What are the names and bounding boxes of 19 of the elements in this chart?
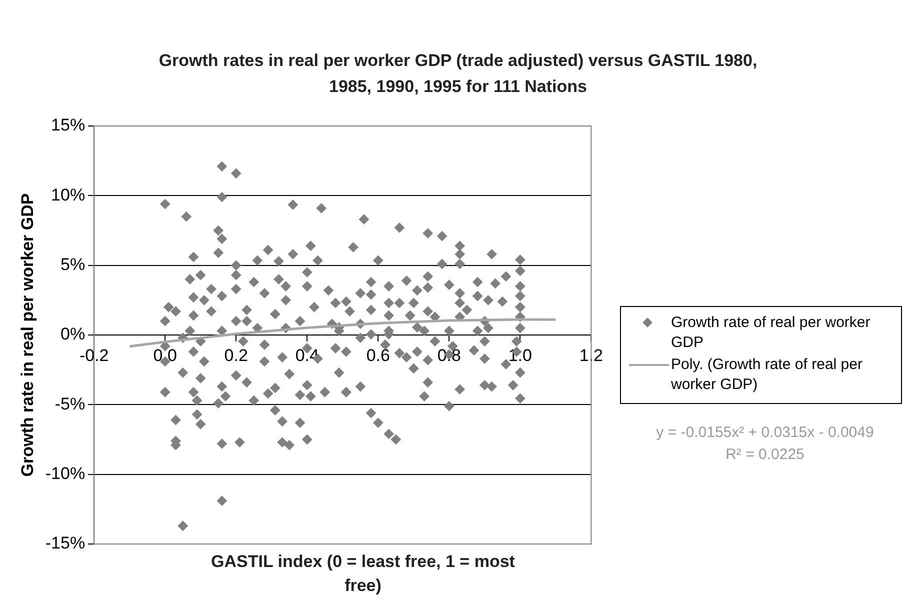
y-axis-title: Growth rate in real per worker GDP [18, 193, 37, 477]
y-tick-label: -15% [45, 534, 86, 553]
x-tick-label: 1.2 [579, 346, 604, 365]
text: R² = 0.0225 [724, 445, 806, 465]
y-tick-label: 0% [60, 324, 86, 344]
x-tick-label: 0.0 [153, 346, 177, 365]
text: y = -0.0155x² + 0.0315x - 0.0049 [655, 423, 875, 443]
chart-title: Growth rates in real per worker GDP (trade adjusted) versus GASTIL 1980, 1985, 1990, 1995 for 111 Nations [158, 50, 758, 98]
y-tick-label: -10% [45, 464, 86, 484]
y-tick-label: 15% [51, 116, 86, 135]
y-tick-label: 10% [51, 185, 86, 204]
x-tick-label: 0.6 [366, 346, 390, 365]
x-axis-title: GASTIL index (0 = least free, 1 = most free) [210, 551, 516, 597]
x-tick-label: 0.2 [224, 346, 248, 365]
legend-label: Poly. (Growth rate of real per worker GDP) [671, 355, 864, 395]
y-tick-label: 5% [60, 255, 86, 274]
x-tick-label: 0.8 [437, 346, 461, 365]
legend-label: Growth rate of real per worker GDP [671, 313, 872, 353]
y-tick-label: -5% [54, 394, 86, 414]
